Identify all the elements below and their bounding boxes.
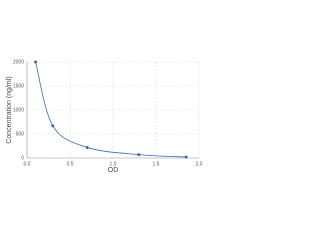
- data-point: [137, 153, 141, 157]
- x-tick-label: 0.5: [67, 161, 74, 167]
- y-tick-label: 1500: [13, 83, 24, 89]
- data-point: [184, 155, 188, 159]
- y-tick-label: 500: [16, 131, 25, 137]
- fit-curve: [35, 61, 187, 158]
- x-tick-label: 1.5: [153, 161, 160, 167]
- x-tick-label: 0.0: [24, 161, 31, 167]
- y-tick-label: 1000: [13, 107, 24, 113]
- data-point: [85, 145, 89, 149]
- y-axis-title: Concentration (ng/ml): [6, 76, 13, 143]
- y-tick-label: 0: [21, 155, 24, 161]
- x-tick-label: 2.0: [196, 161, 203, 167]
- x-tick-label: 1.0: [110, 161, 117, 167]
- data-point: [51, 124, 55, 128]
- chart: OD Concentration (ng/ml) 0 500 1000 1500 200…: [6, 59, 203, 174]
- y-tick-label: 2000: [13, 59, 24, 65]
- data-point: [34, 60, 38, 64]
- x-axis-title: OD: [108, 167, 119, 174]
